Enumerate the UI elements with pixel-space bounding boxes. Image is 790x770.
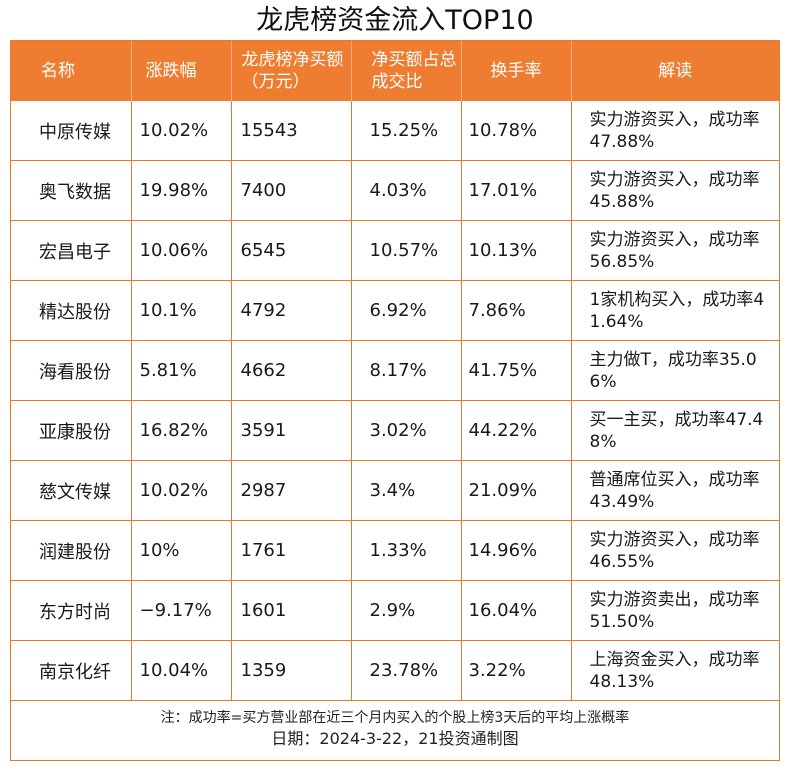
table-row: 中原传媒 10.02% 15543 15.25% 10.78% 实力游资买入，成… [11,101,779,161]
date-credit: 日期：2024-3-22，21投资通制图 [271,729,519,748]
interpretation: 实力游资卖出，成功率51.50% [571,580,779,641]
price-change: 10% [131,520,232,581]
turnover-rate: 21.09% [461,460,572,521]
net-buy-ratio: 8.17% [351,340,462,401]
header-note: 解读 [571,41,779,101]
data-table-frame: 名称 涨跌幅 龙虎榜净买额（万元） 净买额占总成交比 换手率 解读 中原传媒 1… [10,40,780,701]
stock-name: 南京化纤 [11,640,132,700]
table-row: 亚康股份 16.82% 3591 3.02% 44.22% 买一主买，成功率47… [11,400,779,461]
net-buy-ratio: 2.9% [351,580,462,641]
turnover-rate: 14.96% [461,520,572,581]
table-row: 海看股份 5.81% 4662 8.17% 41.75% 主力做T，成功率35.… [11,340,779,401]
net-buy-ratio: 3.4% [351,460,462,521]
interpretation: 实力游资买入，成功率45.88% [571,160,779,221]
stock-name: 东方时尚 [11,580,132,641]
interpretation: 主力做T，成功率35.06% [571,340,779,401]
price-change: 10.06% [131,220,232,281]
net-buy-ratio: 1.33% [351,520,462,581]
stock-name: 润建股份 [11,520,132,581]
table-row: 南京化纤 10.04% 1359 23.78% 3.22% 上海资金买入，成功率… [11,640,779,700]
net-buy-ratio: 23.78% [351,640,462,700]
net-buy-amount: 3591 [231,400,352,461]
price-change: 10.02% [131,460,232,521]
net-buy-amount: 4792 [231,280,352,341]
price-change: 5.81% [131,340,232,401]
net-buy-amount: 7400 [231,160,352,221]
stock-name: 亚康股份 [11,400,132,461]
stock-name: 精达股份 [11,280,132,341]
price-change: −9.17% [131,580,232,641]
fund-inflow-table: 名称 涨跌幅 龙虎榜净买额（万元） 净买额占总成交比 换手率 解读 中原传媒 1… [11,41,779,700]
interpretation: 买一主买，成功率47.48% [571,400,779,461]
table-row: 慈文传媒 10.02% 2987 3.4% 21.09% 普通席位买入，成功率4… [11,460,779,521]
table-row: 精达股份 10.1% 4792 6.92% 7.86% 1家机构买入，成功率41… [11,280,779,341]
price-change: 10.04% [131,640,232,700]
table-footer: 注：成功率=买方营业部在近三个月内买入的个股上榜3天后的平均上涨概率 日期：20… [10,701,780,761]
turnover-rate: 3.22% [461,640,572,700]
footnote: 注：成功率=买方营业部在近三个月内买入的个股上榜3天后的平均上涨概率 [160,710,630,726]
net-buy-amount: 1601 [231,580,352,641]
header-change: 涨跌幅 [131,41,232,101]
interpretation: 1家机构买入，成功率41.64% [571,280,779,341]
turnover-rate: 44.22% [461,400,572,461]
turnover-rate: 10.13% [461,220,572,281]
net-buy-amount: 1359 [231,640,352,700]
table-row: 东方时尚 −9.17% 1601 2.9% 16.04% 实力游资卖出，成功率5… [11,580,779,641]
interpretation: 普通席位买入，成功率43.49% [571,460,779,521]
stock-name: 慈文传媒 [11,460,132,521]
net-buy-ratio: 4.03% [351,160,462,221]
header-ratio: 净买额占总成交比 [351,41,462,101]
net-buy-amount: 4662 [231,340,352,401]
page-title: 龙虎榜资金流入TOP10 [256,5,534,36]
table-row: 奥飞数据 19.98% 7400 4.03% 17.01% 实力游资买入，成功率… [11,160,779,221]
turnover-rate: 16.04% [461,580,572,641]
price-change: 10.02% [131,101,232,161]
net-buy-amount: 6545 [231,220,352,281]
header-net-buy: 龙虎榜净买额（万元） [231,41,352,101]
interpretation: 实力游资买入，成功率47.88% [571,101,779,161]
net-buy-amount: 2987 [231,460,352,521]
table-row: 润建股份 10% 1761 1.33% 14.96% 实力游资买入，成功率46.… [11,520,779,581]
interpretation: 实力游资买入，成功率56.85% [571,220,779,281]
table-row: 宏昌电子 10.06% 6545 10.57% 10.13% 实力游资买入，成功… [11,220,779,281]
net-buy-ratio: 6.92% [351,280,462,341]
interpretation: 上海资金买入，成功率48.13% [589,649,760,692]
price-change: 19.98% [131,160,232,221]
stock-name: 海看股份 [11,340,132,401]
interpretation: 实力游资买入，成功率46.55% [571,520,779,581]
net-buy-ratio: 3.02% [351,400,462,461]
stock-name: 奥飞数据 [11,160,132,221]
header-turnover: 换手率 [461,41,572,101]
turnover-rate: 17.01% [461,160,572,221]
net-buy-amount: 1761 [231,520,352,581]
stock-name: 中原传媒 [11,101,132,161]
table-header-row: 名称 涨跌幅 龙虎榜净买额（万元） 净买额占总成交比 换手率 解读 [11,41,779,101]
header-name: 名称 [11,41,132,101]
turnover-rate: 10.78% [461,101,572,161]
turnover-rate: 7.86% [461,280,572,341]
stock-name: 宏昌电子 [11,220,132,281]
price-change: 16.82% [131,400,232,461]
net-buy-ratio: 10.57% [351,220,462,281]
turnover-rate: 41.75% [461,340,572,401]
net-buy-ratio: 15.25% [351,101,462,161]
net-buy-amount: 15543 [231,101,352,161]
price-change: 10.1% [131,280,232,341]
